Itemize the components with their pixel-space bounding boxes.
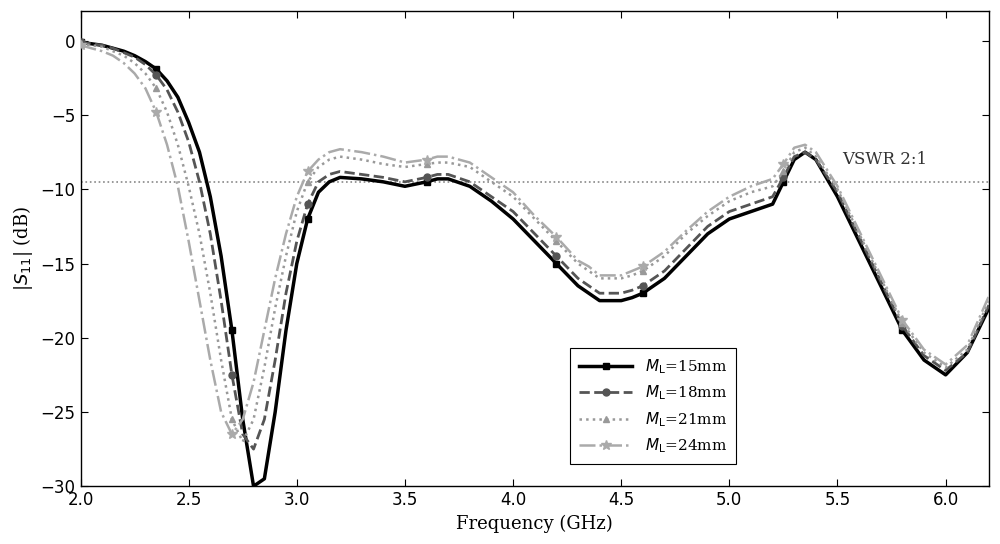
Legend: $M_{\mathrm{L}}$=15mm, $M_{\mathrm{L}}$=18mm, $M_{\mathrm{L}}$=21mm, $M_{\mathrm: $M_{\mathrm{L}}$=15mm, $M_{\mathrm{L}}$=… <box>570 348 736 465</box>
$M_{\mathrm{L}}$=18mm <box>204 231 216 237</box>
$M_{\mathrm{L}}$=21mm <box>75 40 87 47</box>
$M_{\mathrm{L}}$=21mm <box>983 298 995 304</box>
$M_{\mathrm{L}}$=21mm <box>237 438 249 445</box>
$M_{\mathrm{L}}$=15mm <box>983 305 995 311</box>
$M_{\mathrm{L}}$=21mm <box>507 194 519 200</box>
$M_{\mathrm{L}}$=21mm <box>312 164 324 170</box>
$M_{\mathrm{L}}$=21mm <box>583 268 595 274</box>
$M_{\mathrm{L}}$=18mm <box>583 282 595 289</box>
Line: $M_{\mathrm{L}}$=18mm: $M_{\mathrm{L}}$=18mm <box>77 39 992 453</box>
$M_{\mathrm{L}}$=15mm <box>75 39 87 46</box>
$M_{\mathrm{L}}$=24mm <box>237 416 249 423</box>
$M_{\mathrm{L}}$=18mm <box>248 446 260 453</box>
$M_{\mathrm{L}}$=24mm <box>583 263 595 270</box>
$M_{\mathrm{L}}$=24mm <box>75 42 87 48</box>
$M_{\mathrm{L}}$=24mm <box>507 189 519 195</box>
Line: $M_{\mathrm{L}}$=21mm: $M_{\mathrm{L}}$=21mm <box>77 40 992 445</box>
$M_{\mathrm{L}}$=18mm <box>831 189 843 195</box>
$M_{\mathrm{L}}$=15mm <box>312 189 324 195</box>
$M_{\mathrm{L}}$=15mm <box>248 483 260 490</box>
$M_{\mathrm{L}}$=15mm <box>226 327 238 333</box>
$M_{\mathrm{L}}$=24mm <box>226 431 238 437</box>
$M_{\mathrm{L}}$=24mm <box>831 183 843 189</box>
$M_{\mathrm{L}}$=15mm <box>507 216 519 222</box>
Line: $M_{\mathrm{L}}$=24mm: $M_{\mathrm{L}}$=24mm <box>76 40 994 439</box>
$M_{\mathrm{L}}$=15mm <box>831 194 843 200</box>
$M_{\mathrm{L}}$=21mm <box>226 416 238 423</box>
$M_{\mathrm{L}}$=15mm <box>204 194 216 200</box>
$M_{\mathrm{L}}$=18mm <box>75 39 87 46</box>
$M_{\mathrm{L}}$=18mm <box>312 178 324 185</box>
X-axis label: Frequency (GHz): Frequency (GHz) <box>456 515 613 533</box>
$M_{\mathrm{L}}$=18mm <box>983 302 995 308</box>
$M_{\mathrm{L}}$=18mm <box>226 372 238 378</box>
$M_{\mathrm{L}}$=24mm <box>312 156 324 163</box>
$M_{\mathrm{L}}$=21mm <box>204 290 216 296</box>
$M_{\mathrm{L}}$=18mm <box>507 208 519 215</box>
Line: $M_{\mathrm{L}}$=15mm: $M_{\mathrm{L}}$=15mm <box>77 39 992 490</box>
$M_{\mathrm{L}}$=15mm <box>583 290 595 296</box>
$M_{\mathrm{L}}$=21mm <box>831 186 843 193</box>
$M_{\mathrm{L}}$=24mm <box>204 357 216 363</box>
Text: VSWR 2:1: VSWR 2:1 <box>842 151 927 169</box>
$M_{\mathrm{L}}$=24mm <box>983 293 995 299</box>
Y-axis label: |$S_{11}$| (dB): |$S_{11}$| (dB) <box>11 206 35 291</box>
